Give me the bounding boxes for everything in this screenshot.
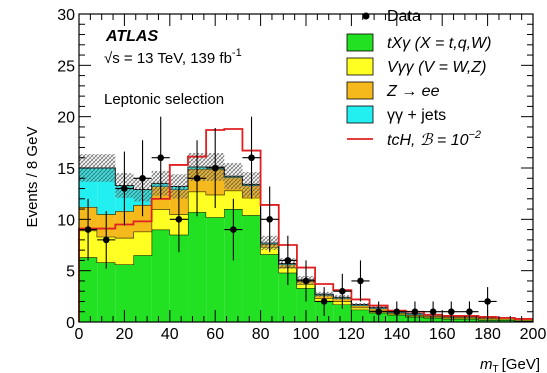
energy-label: √s = 13 TeV, 139 fb-1 — [104, 47, 242, 67]
data-point-1 — [102, 236, 110, 244]
x-tick-label-7: 140 — [383, 326, 410, 343]
stack-bar-s0-b23 — [496, 319, 515, 322]
data-point-3 — [139, 174, 146, 182]
data-point-5 — [175, 216, 183, 223]
y-tick-label-0: 0 — [66, 315, 75, 332]
data-point-10 — [266, 216, 273, 223]
legend-entry-gammagamma-jets: γγ + jets — [346, 105, 446, 124]
stack-bar-s1-b24 — [514, 319, 533, 321]
legend-label-vgammagamma: Vγγ (V = W,Z) — [387, 59, 486, 76]
stack-bar-s0-b6 — [187, 212, 207, 322]
data-point-20 — [447, 308, 455, 316]
data-point-9 — [248, 154, 255, 162]
data-point-0 — [84, 226, 92, 233]
y-tick-label-6: 30 — [57, 7, 75, 24]
data-point-7 — [211, 164, 219, 172]
uncertainty-bin-15 — [351, 302, 370, 307]
data-point-21 — [466, 308, 473, 316]
stack-bar-s0-b15 — [351, 309, 370, 322]
uncertainty-bin-1 — [97, 154, 116, 182]
y-tick-label-3: 15 — [57, 161, 75, 178]
legend-label-txgamma: tXγ (X = t,q,W) — [387, 35, 491, 52]
x-tick-label-9: 180 — [474, 326, 501, 343]
legend-label-signal: tcH, ℬ = 10−2 — [387, 129, 481, 149]
x-tick-label-10: 200 — [520, 326, 547, 343]
x-tick-label-6: 120 — [338, 326, 365, 343]
legend-label-gammagamma-jets: γγ + jets — [387, 107, 446, 124]
data-point-11 — [284, 257, 292, 264]
data-point-19 — [429, 308, 437, 316]
x-tick-label-5: 100 — [293, 326, 320, 343]
selection-label: Leptonic selection — [104, 91, 224, 108]
stack-bar-s0-b12 — [296, 288, 316, 322]
stack-bar-s1-b9 — [242, 197, 261, 216]
y-tick-label-1: 5 — [66, 264, 75, 281]
y-tick-label-2: 10 — [57, 212, 75, 229]
legend-entry-zee: Z → ee — [346, 81, 440, 100]
legend-label-data: Data — [387, 8, 421, 25]
axes: 0 20 40 60 80 100 120 140 160 180 200 0 5 10 15 20 25 30 — [57, 7, 546, 343]
stack-bar-s0-b5 — [169, 234, 188, 322]
legend-swatch-txgamma — [346, 33, 374, 52]
legend-entry-data: Data — [362, 8, 421, 25]
stack-bar-s0-b10 — [260, 254, 279, 322]
y-tick-label-5: 25 — [57, 58, 75, 75]
data-point-16 — [375, 308, 382, 316]
data-point-15 — [357, 277, 364, 285]
data-point-18 — [411, 308, 419, 316]
uncertainty-bin-8 — [224, 163, 243, 190]
x-axis-title: mT [GeV] — [480, 356, 540, 373]
x-tick-label-1: 20 — [116, 326, 134, 343]
x-tick-label-3: 60 — [206, 326, 224, 343]
legend-swatch-zee — [346, 81, 374, 100]
stack-bar-s1-b4 — [151, 209, 170, 230]
x-tick-label-0: 0 — [75, 326, 84, 343]
stack-bar-s0-b7 — [206, 217, 225, 322]
legend-entry-vgammagamma: Vγγ (V = W,Z) — [346, 57, 486, 76]
stack-bar-s0-b2 — [115, 264, 134, 322]
stack-bar-s0-b1 — [97, 262, 116, 322]
y-tick-label-4: 20 — [57, 110, 75, 127]
data-point-2 — [121, 185, 128, 192]
x-tick-label-2: 40 — [161, 326, 179, 343]
stack-bar-s1-b2 — [115, 237, 134, 265]
stack-bar-s0-b3 — [133, 255, 152, 322]
stack-bar-s0-b11 — [278, 272, 297, 322]
data-point-13 — [320, 298, 328, 305]
x-tick-label-8: 160 — [429, 326, 456, 343]
legend-entry-txgamma: tXγ (X = t,q,W) — [346, 33, 491, 52]
stack-bar-s2-b3 — [133, 204, 152, 232]
data-point-22 — [484, 298, 491, 305]
stack-bar-s0-b9 — [242, 215, 261, 322]
legend-data-marker — [362, 12, 370, 20]
stack-bar-s0-b0 — [79, 257, 98, 322]
x-tick-label-4: 80 — [252, 326, 270, 343]
legend-label-zee: Z → ee — [386, 83, 440, 100]
stack-bar-s2-b15 — [351, 305, 370, 308]
data-point-4 — [157, 154, 165, 162]
stack-bar-s0-b8 — [224, 209, 243, 322]
y-axis-title: Events / 8 GeV — [24, 127, 41, 228]
stack-bar-s1-b23 — [496, 318, 515, 320]
legend-entry-signal: tcH, ℬ = 10−2 — [347, 129, 481, 149]
stack-bar-s1-b15 — [351, 307, 370, 310]
stack-bar-s1-b3 — [133, 231, 152, 256]
stack-bar-s0-b14 — [333, 304, 352, 322]
data-point-8 — [230, 226, 237, 233]
legend: Data tXγ (X = t,q,W) Vγγ (V = W,Z) Z → e… — [346, 8, 491, 149]
data-point-14 — [339, 287, 346, 295]
stack-bar-s0-b4 — [151, 229, 170, 322]
data-point-12 — [302, 277, 310, 285]
legend-swatch-vgammagamma — [346, 57, 374, 76]
data-point-6 — [193, 174, 201, 182]
legend-swatch-gammagamma-jets — [346, 105, 374, 124]
atlas-label: ATLAS — [105, 28, 158, 45]
